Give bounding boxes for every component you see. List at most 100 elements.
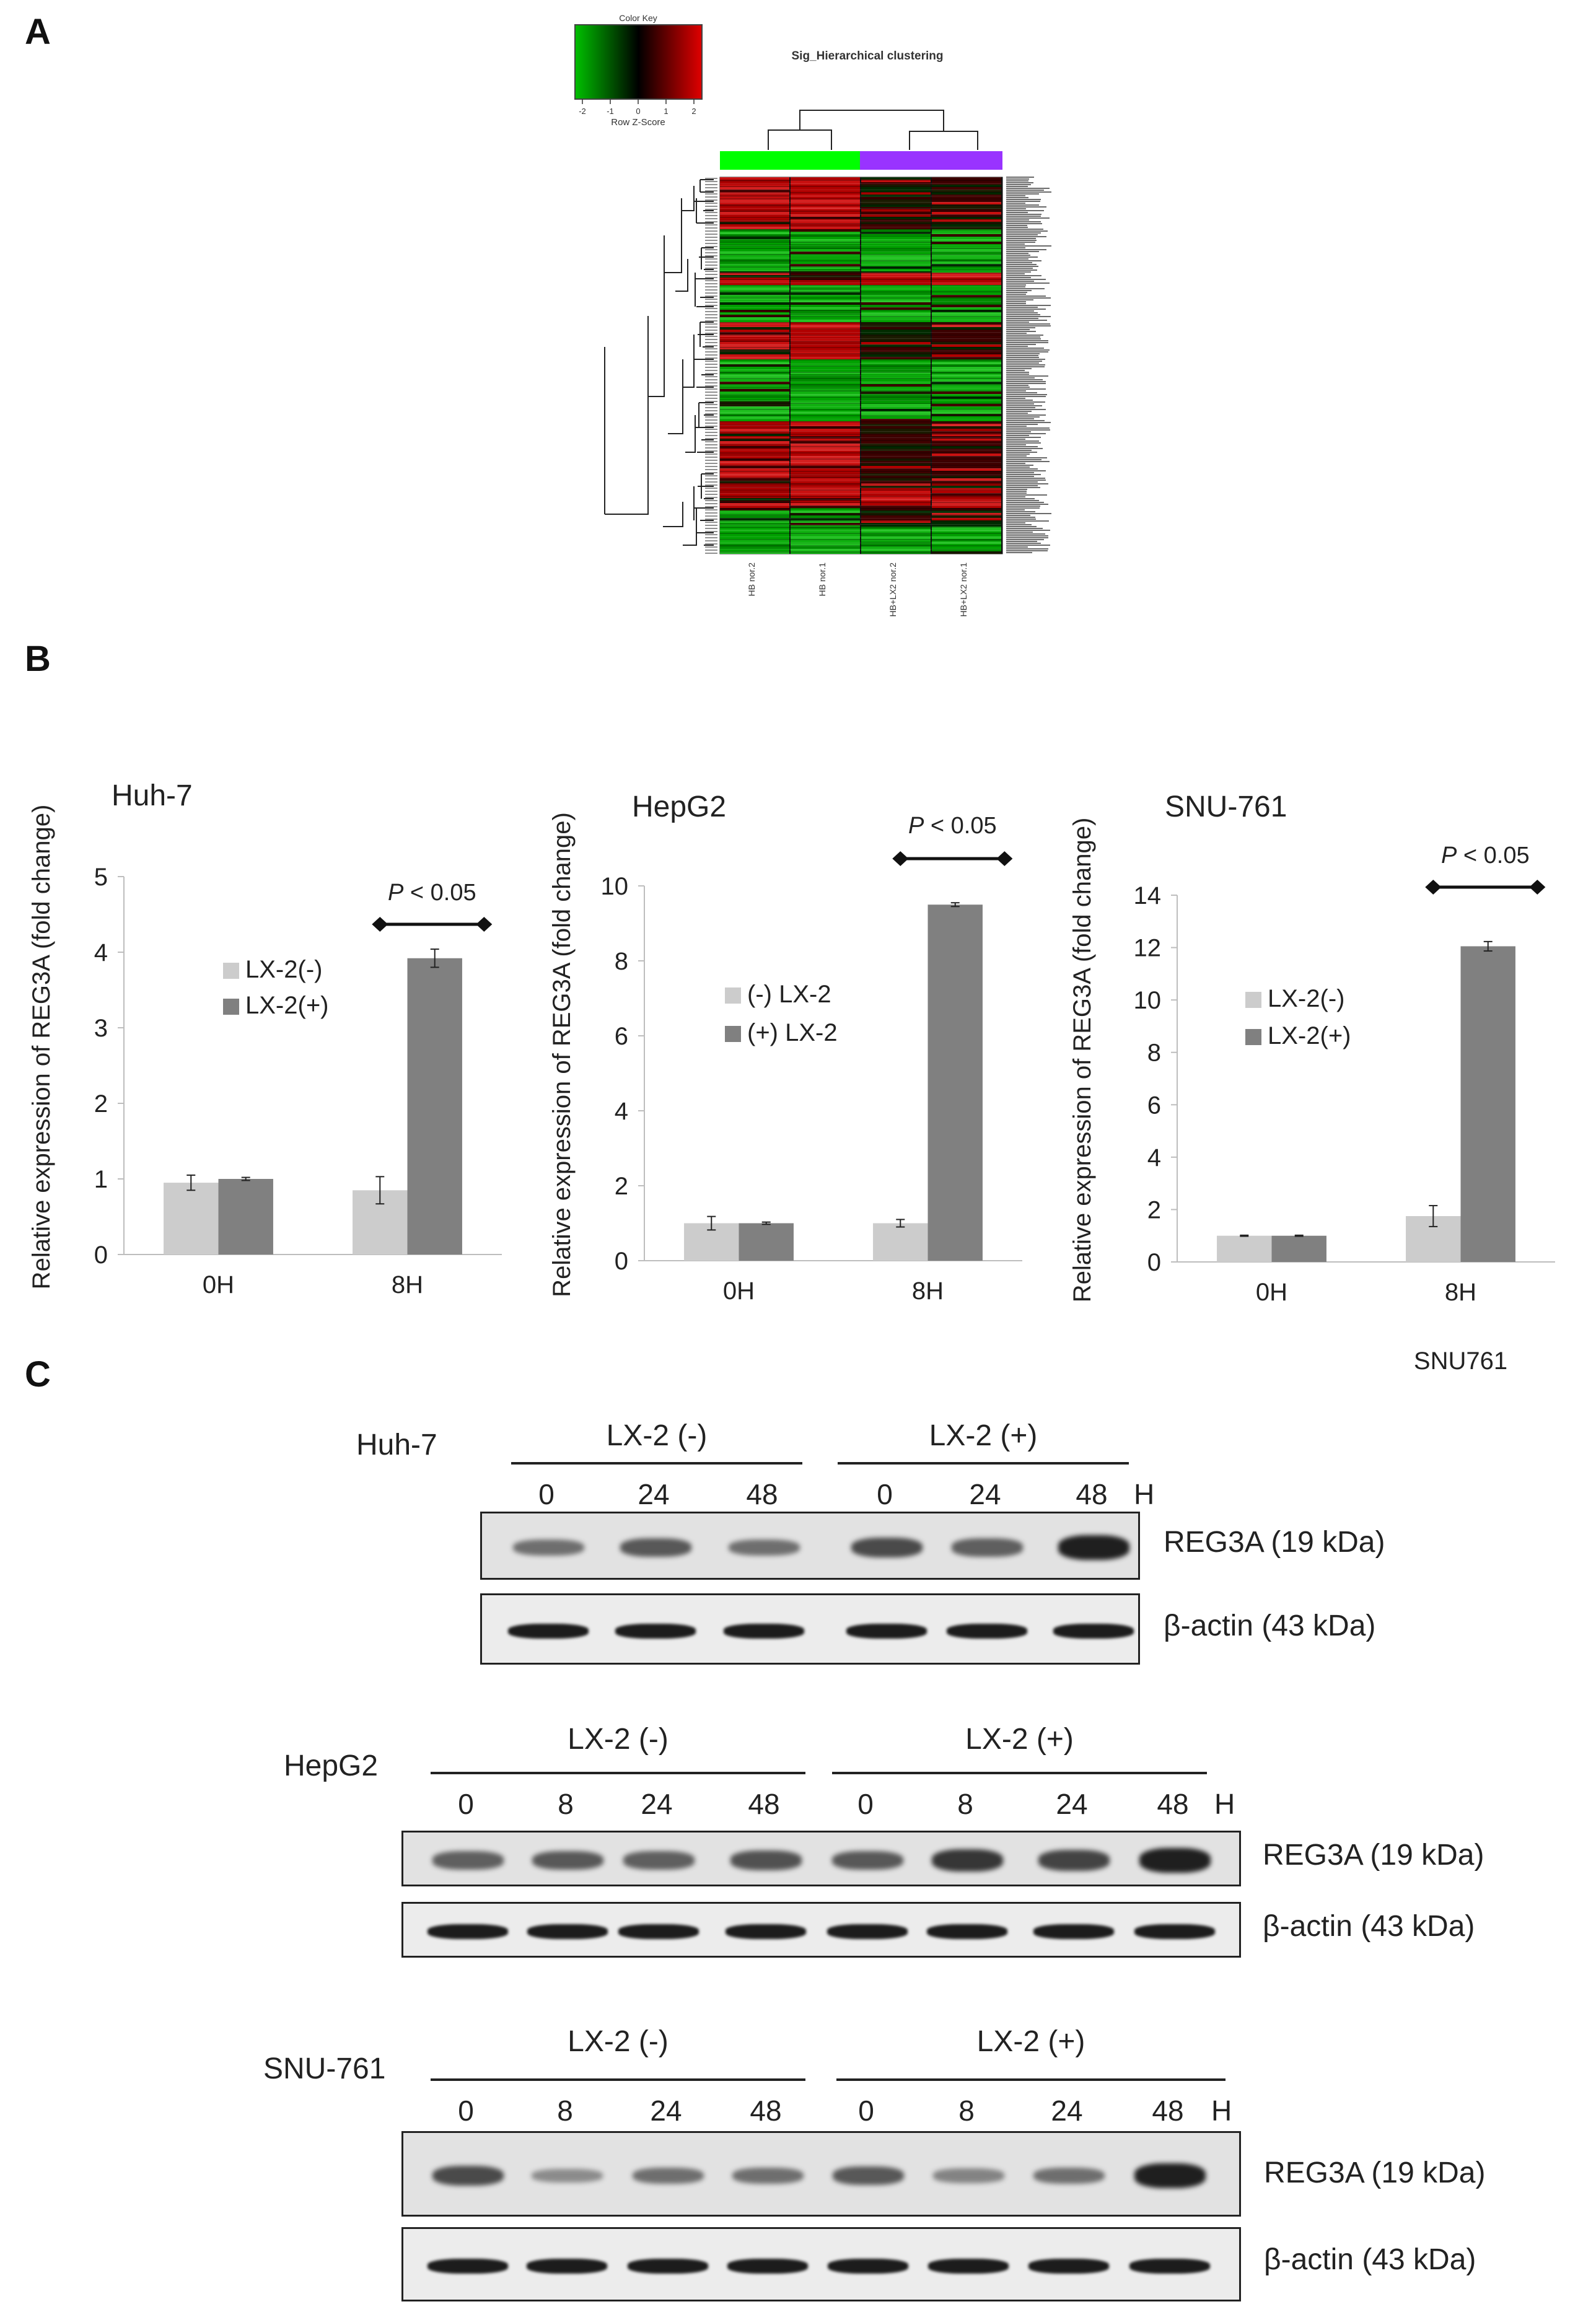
blot-band-reg3a: [732, 2167, 804, 2184]
chart-legend-label: LX-2(+): [245, 992, 329, 1019]
blot-lane-label: 8: [558, 1788, 574, 1820]
blot-lane-label: 0: [857, 1788, 874, 1820]
blot-band-actin: [846, 1623, 927, 1639]
blot-row-label-reg3a: REG3A (19 kDa): [1164, 1526, 1385, 1559]
chart-y-axis-label: Relative expression of REG3A (fold chang…: [548, 812, 576, 1297]
heatmap-matrix: [717, 175, 1005, 556]
chart-y-axis-label: Relative expression of REG3A (fold chang…: [1069, 818, 1096, 1303]
color-key-tick-label: -2: [579, 107, 586, 116]
chart-legend-swatch: [223, 963, 239, 979]
blot-band-reg3a: [951, 1538, 1023, 1557]
chart-bar: [1217, 1235, 1272, 1262]
blot-lane-label: 48: [748, 1788, 780, 1820]
chart-y-tick-label: 4: [1147, 1144, 1161, 1171]
chart-y-tick-label: 6: [615, 1023, 628, 1050]
chart-significance-label: P < 0.05: [388, 880, 476, 906]
blot-group-label-negative: LX-2 (-): [606, 1419, 708, 1452]
blot-band-reg3a: [532, 1850, 603, 1870]
chart-x-tick-label: 8H: [392, 1271, 423, 1298]
heatmap-column-label: HB+LX2 nor.2: [888, 563, 898, 617]
blot-band-reg3a: [1134, 2163, 1206, 2188]
blot-band-actin: [1129, 2259, 1210, 2274]
chart-x-tick-label: 0H: [203, 1271, 234, 1298]
blot-group-line-negative: [431, 2078, 805, 2081]
blot-cell-line-label: Huh-7: [356, 1429, 437, 1461]
chart-y-tick-label: 1: [94, 1166, 108, 1193]
blot-time-unit: H: [1134, 1478, 1155, 1510]
chart-bar: [927, 904, 983, 1261]
chart-x-tick-label: 0H: [1256, 1279, 1287, 1306]
chart-legend-swatch: [1245, 992, 1261, 1008]
blot-band-actin: [726, 1924, 806, 1939]
blot-band-reg3a: [931, 1849, 1003, 1872]
blot-band-reg3a: [623, 1851, 695, 1870]
blot-group-line-negative: [511, 1462, 802, 1465]
blot-band-actin: [428, 1924, 508, 1939]
chart-y-tick-label: 0: [94, 1241, 108, 1269]
chart-y-tick-label: 2: [1147, 1196, 1161, 1224]
chart-legend-label: LX-2(-): [245, 956, 322, 983]
blot-lane-label: 48: [1152, 2095, 1184, 2127]
blot-group-label-negative: LX-2 (-): [568, 2025, 669, 2058]
blot-lane-label: 0: [538, 1478, 555, 1510]
chart-legend-label: (+) LX-2: [747, 1019, 838, 1046]
heatmap-texture: [720, 177, 1001, 554]
chart-legend-swatch: [725, 1026, 741, 1042]
chart-y-tick-label: 3: [94, 1015, 108, 1042]
blot-lane-label: 8: [557, 2095, 573, 2127]
column-dendrogram: [768, 110, 978, 150]
blot-band-reg3a: [831, 1850, 903, 1870]
chart-bar: [218, 1179, 273, 1255]
chart-bar: [407, 958, 462, 1255]
chart-significance-label: P < 0.05: [1441, 843, 1530, 869]
chart-bar: [873, 1223, 928, 1261]
blot-lane-label: 48: [750, 2095, 782, 2127]
chart-bar: [1460, 946, 1515, 1262]
chart-significance-endpoint: [476, 917, 493, 932]
color-key-tick-label: 1: [664, 107, 668, 116]
blot-band-reg3a: [512, 1539, 584, 1556]
blot-cell-line-label: SNU-761: [263, 2052, 386, 2085]
blot-band-actin: [727, 2259, 808, 2274]
blot-band-reg3a: [832, 2166, 904, 2186]
chart-y-tick-label: 2: [94, 1090, 108, 1118]
blot-lane-label: 24: [638, 1478, 670, 1510]
chart-legend-label: LX-2(-): [1268, 985, 1344, 1012]
blot-lane-label: 8: [957, 1788, 973, 1820]
blot-group-line-negative: [431, 1772, 805, 1774]
blot-reg3a-membrane: [401, 2131, 1241, 2217]
blot-lane-label: 24: [650, 2095, 682, 2127]
blot-band-actin: [1053, 1623, 1134, 1639]
chart-bar: [164, 1183, 219, 1255]
color-key-ticks: -2 -1 0 1 2: [579, 99, 696, 116]
color-key-axis-label: Row Z-Score: [611, 117, 665, 128]
blot-band-reg3a: [932, 2168, 1004, 2183]
blot-row-label-reg3a: REG3A (19 kDa): [1263, 1839, 1484, 1872]
blot-band-reg3a: [432, 2165, 504, 2186]
chart-y-tick-label: 4: [94, 939, 108, 966]
chart-y-tick-label: 12: [1134, 935, 1162, 962]
chart-bar: [1271, 1235, 1326, 1262]
chart-legend-label: LX-2(+): [1268, 1022, 1351, 1049]
heatmap-column-label: HB nor.1: [817, 563, 827, 597]
blot-band-reg3a: [620, 1538, 691, 1557]
blot-band-actin: [628, 2259, 708, 2274]
heatmap-title: Sig_Hierarchical clustering: [792, 50, 944, 63]
blot-band-actin: [724, 1623, 804, 1639]
blot-row-label-reg3a: REG3A (19 kDa): [1264, 2157, 1486, 2189]
blot-band-actin: [828, 2259, 908, 2274]
blot-lane-label: 0: [858, 2095, 874, 2127]
panel-b-label: B: [25, 639, 51, 679]
chart-significance-endpoint: [1529, 880, 1546, 895]
bar-chart-snu761: SNU-761 Relative expression of REG3A (fol…: [1069, 790, 1555, 1375]
blot-band-reg3a: [730, 1850, 802, 1870]
chart-y-tick-label: 10: [1134, 987, 1162, 1014]
blot-lane-label: 24: [1056, 1788, 1088, 1820]
chart-legend-label: (-) LX-2: [747, 981, 831, 1008]
blot-lane-label: 24: [641, 1788, 673, 1820]
chart-y-tick-label: 10: [601, 873, 629, 900]
blot-band-actin: [1033, 1924, 1114, 1939]
blot-lane-label: 24: [1051, 2095, 1083, 2127]
row-labels: [705, 177, 1051, 554]
chart-y-tick-label: 6: [1147, 1092, 1161, 1119]
